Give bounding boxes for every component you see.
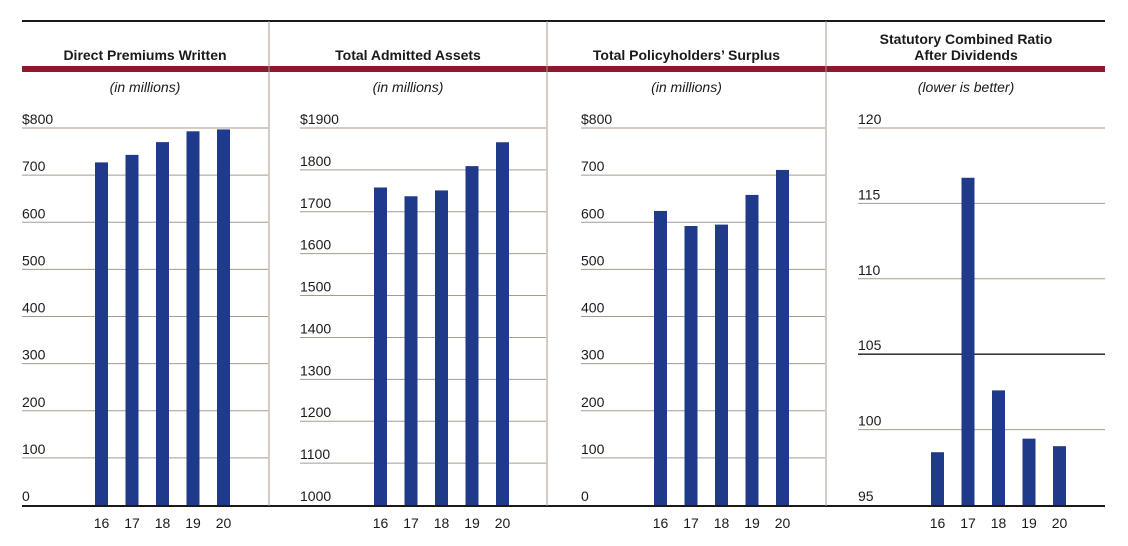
bar bbox=[745, 194, 759, 506]
y-tick-label: 100 bbox=[581, 441, 605, 457]
bar bbox=[404, 196, 418, 506]
accent-rule bbox=[22, 66, 1105, 72]
y-tick-label: 500 bbox=[22, 252, 46, 268]
bar bbox=[961, 177, 975, 506]
bar bbox=[992, 390, 1005, 505]
bar bbox=[715, 224, 728, 505]
x-category-label: 19 bbox=[185, 515, 201, 531]
y-tick-label: 120 bbox=[858, 111, 882, 127]
y-tick-label: 200 bbox=[22, 394, 46, 410]
y-tick-label: 0 bbox=[22, 488, 30, 504]
bar bbox=[1022, 438, 1036, 505]
x-category-label: 16 bbox=[653, 515, 669, 531]
y-tick-label: 1800 bbox=[300, 153, 331, 169]
y-tick-label: 400 bbox=[22, 300, 46, 316]
y-tick-label: 110 bbox=[858, 262, 881, 278]
y-tick-label: $800 bbox=[22, 111, 53, 127]
x-category-label: 19 bbox=[744, 515, 760, 531]
bar bbox=[654, 210, 667, 505]
y-tick-label: 100 bbox=[858, 413, 882, 429]
bar bbox=[374, 187, 387, 505]
y-tick-label: 200 bbox=[581, 394, 605, 410]
x-category-label: 16 bbox=[373, 515, 389, 531]
y-tick-label: 115 bbox=[858, 186, 881, 202]
chart-subtitle: (in millions) bbox=[110, 79, 181, 95]
bar bbox=[95, 162, 108, 505]
bar bbox=[931, 452, 944, 505]
x-category-label: 17 bbox=[124, 515, 140, 531]
panel-total-admitted-assets: Total Admitted Assets (in millions) 1000 11… bbox=[300, 47, 546, 531]
bar bbox=[496, 142, 509, 505]
x-category-label: 16 bbox=[930, 515, 946, 531]
y-tick-label: 1100 bbox=[300, 446, 330, 462]
chart-subtitle: (lower is better) bbox=[918, 79, 1014, 95]
x-category-label: 18 bbox=[434, 515, 450, 531]
chart-subtitle: (in millions) bbox=[373, 79, 444, 95]
bar bbox=[125, 154, 139, 505]
y-tick-label: 300 bbox=[22, 347, 46, 363]
bar bbox=[217, 129, 230, 505]
bar bbox=[776, 169, 789, 505]
chart-title: Direct Premiums Written bbox=[63, 47, 226, 63]
y-tick-label: 0 bbox=[581, 488, 589, 504]
bar bbox=[156, 142, 169, 505]
chart-title: Total Policyholders’ Surplus bbox=[593, 47, 780, 63]
y-tick-label: 300 bbox=[581, 347, 605, 363]
bar bbox=[1053, 446, 1066, 505]
y-tick-label: 100 bbox=[22, 441, 46, 457]
y-tick-label: 400 bbox=[581, 300, 605, 316]
panel-direct-premiums-written: Direct Premiums Written (in millions) 0 100… bbox=[22, 47, 268, 531]
y-tick-label: 1500 bbox=[300, 279, 331, 295]
x-category-label: 18 bbox=[714, 515, 730, 531]
y-tick-label: 700 bbox=[581, 158, 605, 174]
y-tick-label: 105 bbox=[858, 337, 882, 353]
x-category-label: 18 bbox=[991, 515, 1007, 531]
x-category-label: 17 bbox=[403, 515, 419, 531]
y-tick-label: 1300 bbox=[300, 362, 331, 378]
x-category-label: 20 bbox=[775, 515, 791, 531]
y-tick-label: 1700 bbox=[300, 195, 331, 211]
bar bbox=[186, 131, 200, 505]
y-tick-label: 1400 bbox=[300, 320, 331, 336]
x-category-label: 16 bbox=[94, 515, 110, 531]
x-category-label: 20 bbox=[1052, 515, 1068, 531]
x-category-label: 18 bbox=[155, 515, 171, 531]
chart-title-line: Statutory Combined Ratio bbox=[880, 31, 1053, 47]
x-category-label: 19 bbox=[464, 515, 480, 531]
y-tick-label: 500 bbox=[581, 252, 605, 268]
y-tick-label: 600 bbox=[581, 205, 605, 221]
y-tick-label: $800 bbox=[581, 111, 612, 127]
y-tick-label: 1600 bbox=[300, 237, 331, 253]
bar bbox=[684, 226, 698, 505]
x-category-label: 20 bbox=[216, 515, 232, 531]
y-tick-label: 700 bbox=[22, 158, 46, 174]
chart-title-line: After Dividends bbox=[914, 47, 1018, 63]
y-tick-label: 95 bbox=[858, 488, 874, 504]
bar bbox=[435, 190, 448, 506]
x-category-label: 19 bbox=[1021, 515, 1037, 531]
bar bbox=[465, 166, 479, 505]
y-tick-label: 1200 bbox=[300, 404, 331, 420]
y-tick-label: 600 bbox=[22, 205, 46, 221]
x-category-label: 17 bbox=[960, 515, 976, 531]
y-tick-label: $1900 bbox=[300, 111, 339, 127]
x-category-label: 20 bbox=[495, 515, 511, 531]
chart-title: Total Admitted Assets bbox=[335, 47, 481, 63]
chart-frame bbox=[22, 20, 1105, 507]
y-tick-label: 1000 bbox=[300, 488, 331, 504]
x-category-label: 17 bbox=[683, 515, 699, 531]
panel-total-policyholders-surplus: Total Policyholders’ Surplus (in millions… bbox=[581, 47, 825, 531]
chart-subtitle: (in millions) bbox=[651, 79, 722, 95]
